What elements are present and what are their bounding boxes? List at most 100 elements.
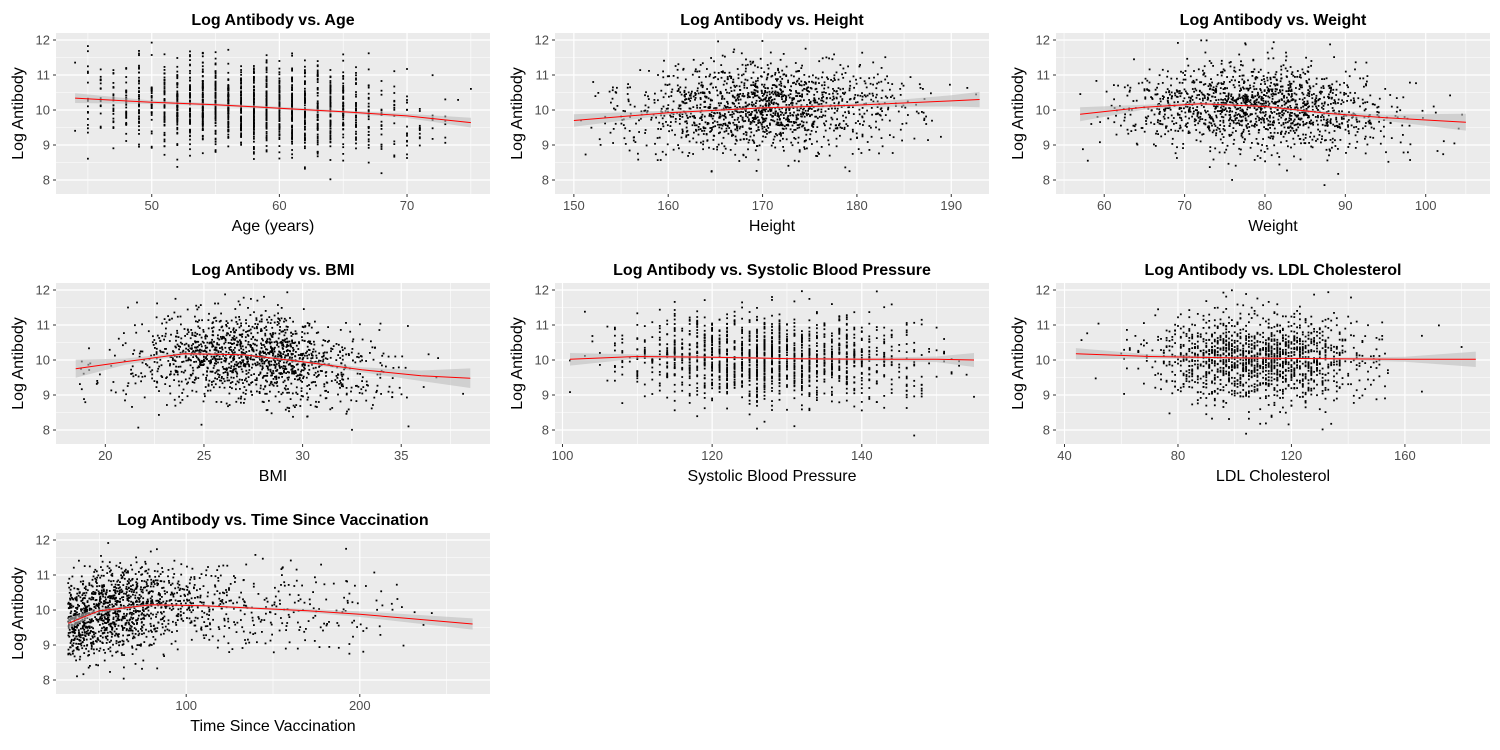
data-point <box>265 66 268 69</box>
data-point <box>1251 142 1253 144</box>
data-point <box>741 95 744 97</box>
data-point <box>1289 84 1292 87</box>
data-point <box>728 92 731 94</box>
data-point <box>1276 152 1279 155</box>
data-point <box>644 132 646 134</box>
data-point <box>791 99 794 102</box>
data-point <box>1243 82 1245 84</box>
data-point <box>793 111 795 114</box>
data-point <box>627 100 630 103</box>
data-point <box>698 82 700 85</box>
data-point <box>250 332 253 335</box>
data-point <box>1211 124 1213 127</box>
data-point <box>668 75 670 78</box>
data-point <box>1222 68 1225 71</box>
data-point <box>777 112 779 115</box>
data-point <box>1387 160 1390 163</box>
data-point <box>304 114 306 117</box>
data-point <box>150 146 153 149</box>
data-point <box>316 150 319 153</box>
data-point <box>814 99 817 102</box>
data-point <box>112 94 115 97</box>
data-point <box>1188 117 1190 120</box>
data-point <box>138 94 140 96</box>
data-point <box>1338 110 1340 113</box>
data-point <box>127 382 130 385</box>
data-point <box>1233 69 1236 72</box>
data-point <box>767 98 770 100</box>
data-point <box>723 115 726 117</box>
data-point <box>949 83 951 86</box>
data-point <box>355 137 357 140</box>
data-point <box>795 91 798 94</box>
data-point <box>189 364 192 367</box>
data-point <box>689 94 691 97</box>
data-point <box>853 98 856 100</box>
data-point <box>444 98 447 101</box>
data-point <box>268 337 271 340</box>
data-point <box>1129 86 1132 89</box>
data-point <box>748 118 750 121</box>
data-point <box>1250 120 1252 123</box>
data-point <box>762 130 765 133</box>
data-point <box>1247 130 1250 132</box>
data-point <box>793 75 795 78</box>
data-point <box>112 113 115 115</box>
data-point <box>176 371 179 374</box>
data-point <box>742 92 744 95</box>
x-axis-label: Height <box>749 218 796 235</box>
data-point <box>1271 88 1274 91</box>
data-point <box>1238 95 1241 97</box>
data-point <box>1198 120 1201 123</box>
data-point <box>304 128 306 131</box>
data-point <box>780 82 783 85</box>
data-point <box>783 125 786 128</box>
data-point <box>695 128 697 131</box>
data-point <box>163 83 166 86</box>
data-point <box>288 376 290 379</box>
data-point <box>726 125 729 128</box>
data-point <box>1354 92 1356 94</box>
data-point <box>330 380 333 382</box>
data-point <box>785 109 787 112</box>
data-point <box>854 122 857 124</box>
data-point <box>745 67 747 70</box>
x-tick-label: 60 <box>1097 198 1111 213</box>
data-point <box>227 93 230 96</box>
data-point <box>1148 89 1150 92</box>
data-point <box>1219 124 1222 126</box>
data-point <box>278 329 281 331</box>
data-point <box>849 98 852 100</box>
data-point <box>1293 92 1296 95</box>
data-point <box>1222 99 1224 101</box>
data-point <box>265 92 268 95</box>
data-point <box>1220 109 1222 112</box>
data-point <box>1347 130 1350 132</box>
data-point <box>741 63 744 66</box>
data-point <box>778 71 780 74</box>
data-point <box>747 148 749 151</box>
data-point <box>1270 110 1272 113</box>
data-point <box>1179 126 1182 129</box>
data-point <box>207 383 210 386</box>
data-point <box>668 95 670 98</box>
data-point <box>1350 124 1353 127</box>
data-point <box>755 170 758 172</box>
data-point <box>863 112 866 115</box>
data-point <box>760 123 763 126</box>
data-point <box>1204 123 1207 126</box>
data-point <box>1305 108 1308 110</box>
data-point <box>1278 156 1281 158</box>
data-point <box>227 130 230 133</box>
data-point <box>730 129 732 132</box>
data-point <box>292 333 294 335</box>
data-point <box>1251 75 1254 77</box>
data-point <box>644 94 646 97</box>
data-point <box>828 127 831 130</box>
data-point <box>240 65 242 68</box>
data-point <box>723 80 726 83</box>
data-point <box>329 137 332 140</box>
data-point <box>702 148 704 151</box>
data-point <box>1194 124 1197 126</box>
